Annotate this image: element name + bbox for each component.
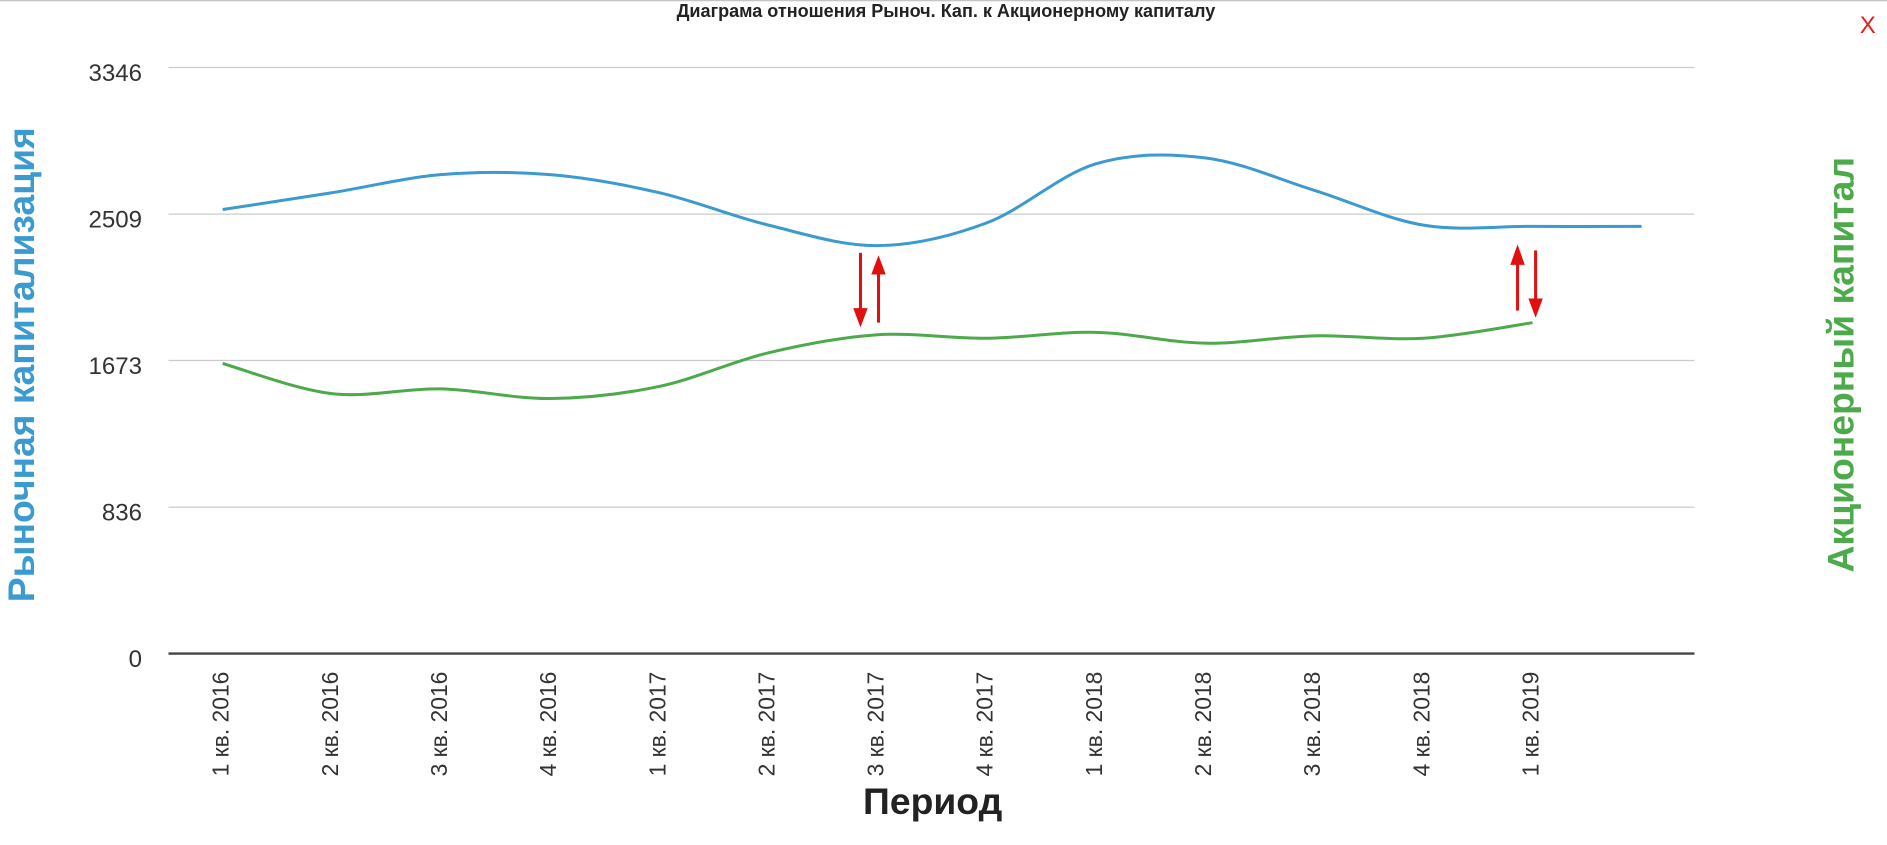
x-tick-label: 2 кв. 2017: [753, 672, 779, 777]
y-tick-label: 2509: [89, 207, 143, 234]
x-tick-label: 2 кв. 2018: [1190, 672, 1216, 777]
series-line: [222, 153, 1642, 248]
chart-title: Диаграма отношения Рыноч. Кап. к Акционе…: [677, 1, 1216, 21]
y-axis-label: Рыночная капитализация: [0, 127, 42, 602]
series-line: [222, 321, 1533, 401]
y-tick-label: 0: [129, 646, 142, 673]
x-tick-label: 1 кв. 2018: [1081, 672, 1107, 777]
x-tick-label: 4 кв. 2016: [535, 672, 561, 777]
y-tick-label: 1673: [89, 353, 143, 380]
x-tick-label: 3 кв. 2017: [863, 672, 889, 777]
x-tick-label: 1 кв. 2019: [1517, 672, 1543, 777]
x-tick-label: 2 кв. 2016: [317, 672, 343, 777]
x-tick-label: 4 кв. 2018: [1408, 672, 1434, 777]
annotation-arrows: [853, 244, 1543, 328]
x-tick-label: 3 кв. 2018: [1299, 672, 1325, 777]
x-tick-label: 1 кв. 2017: [644, 672, 670, 777]
y2-axis-label: Акционерный капитал: [1820, 157, 1862, 573]
x-tick-label: 4 кв. 2017: [972, 672, 998, 777]
x-tick-label: 1 кв. 2016: [208, 672, 234, 777]
y-tick-label: 836: [102, 500, 142, 527]
x-axis-label: Период: [863, 780, 1002, 822]
close-button[interactable]: X: [1860, 12, 1876, 39]
x-tick-label: 3 кв. 2016: [426, 672, 452, 777]
y-tick-label: 3346: [89, 60, 143, 87]
